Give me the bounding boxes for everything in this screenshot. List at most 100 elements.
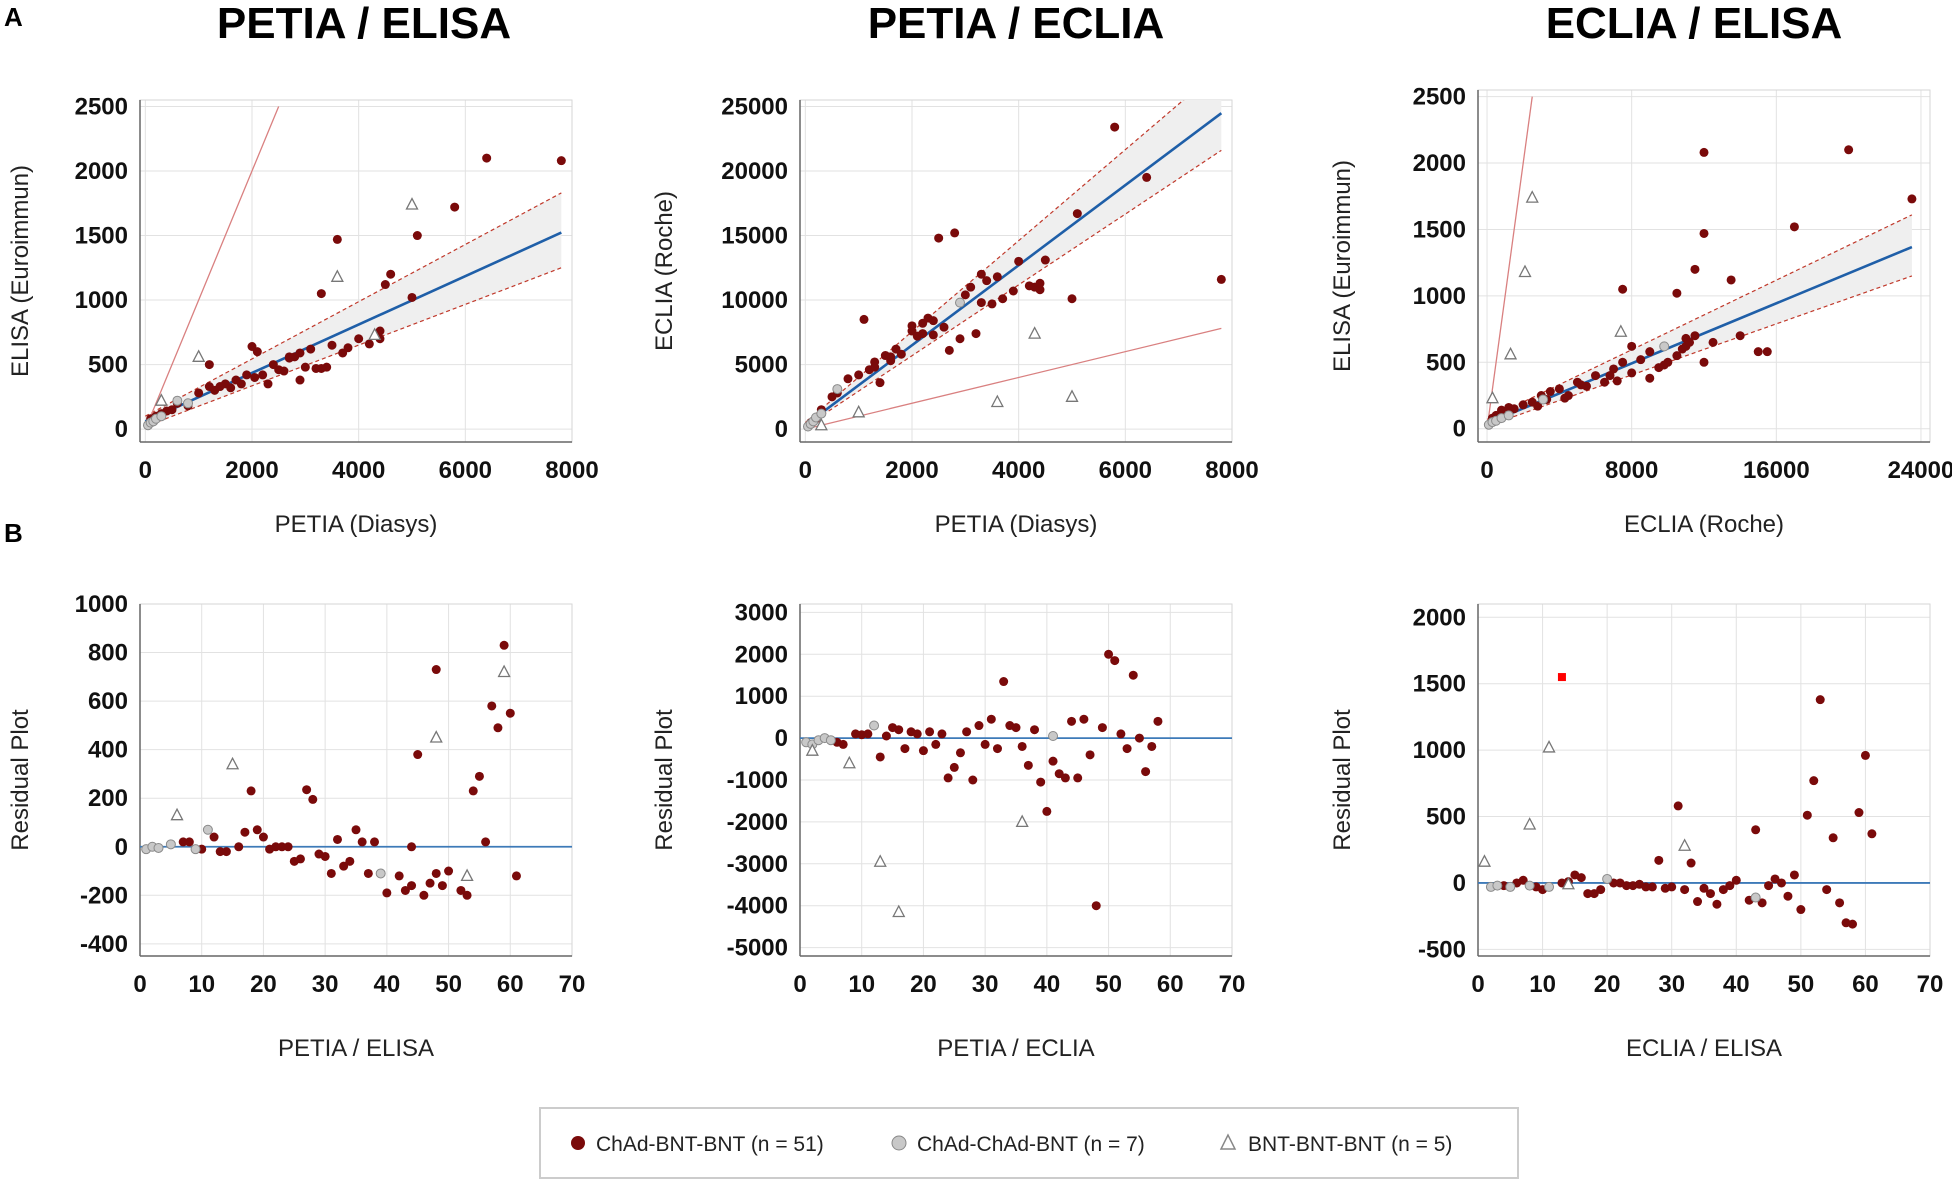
y-tick-label: -200 — [80, 882, 128, 909]
point-chad-bnt-bnt — [955, 334, 965, 344]
x-tick-label: 0 — [799, 457, 812, 484]
chart-eclia-elisa-residual: 0 10 20 30 40 50 60 70-5000500100015002000ECLIA… — [1329, 603, 1943, 1062]
x-tick-label: 20 — [1594, 971, 1621, 998]
point-chad-bnt-bnt — [482, 153, 492, 163]
y-tick-label: 0 — [775, 416, 788, 443]
point-bnt-bnt-bnt — [852, 404, 866, 418]
x-tick-label: 30 — [972, 971, 999, 998]
y-tick-label: 1000 — [75, 591, 128, 618]
point-bnt-bnt-bnt — [460, 868, 474, 882]
point-chad-bnt-bnt — [1677, 344, 1687, 354]
point-chad-bnt-bnt — [1073, 773, 1083, 783]
point-chad-bnt-bnt — [881, 731, 891, 741]
point-chad-bnt-bnt — [1141, 767, 1151, 777]
point-chad-bnt-bnt — [1636, 355, 1646, 365]
point-chad-chad-bnt — [165, 839, 176, 850]
point-chad-bnt-bnt — [1035, 278, 1045, 288]
point-chad-chad-bnt — [825, 735, 836, 746]
y-axis-label: Residual Plot — [7, 709, 34, 851]
point-chad-bnt-bnt — [976, 269, 986, 279]
point-chad-bnt-bnt — [944, 345, 954, 355]
point-bnt-bnt-bnt — [1561, 876, 1575, 890]
plot-area — [800, 649, 1232, 918]
point-chad-chad-bnt — [1544, 881, 1555, 892]
regression-line — [804, 112, 1223, 427]
point-chad-bnt-bnt — [1153, 716, 1163, 726]
y-axis-label: Residual Plot — [651, 709, 678, 851]
point-chad-bnt-bnt — [1907, 194, 1917, 204]
point-chad-bnt-bnt — [215, 847, 225, 857]
point-chad-bnt-bnt — [300, 362, 310, 372]
point-chad-bnt-bnt — [1589, 889, 1599, 899]
point-chad-bnt-bnt — [843, 374, 853, 384]
y-tick-label: 2000 — [1413, 150, 1466, 177]
point-chad-bnt-bnt — [1560, 393, 1570, 403]
panel-label-a: A — [4, 2, 23, 32]
x-tick-label: 16000 — [1743, 457, 1810, 484]
point-chad-bnt-bnt — [1705, 889, 1715, 899]
point-chad-bnt-bnt — [1844, 145, 1854, 155]
point-chad-bnt-bnt — [1672, 351, 1682, 361]
x-tick-label: 30 — [1658, 971, 1685, 998]
point-chad-bnt-bnt — [976, 298, 986, 308]
point-chad-bnt-bnt — [1600, 377, 1610, 387]
point-chad-bnt-bnt — [960, 290, 970, 300]
x-tick-label: 0 — [139, 457, 152, 484]
x-tick-label: 6000 — [1099, 457, 1152, 484]
point-bnt-bnt-bnt — [814, 417, 828, 431]
point-chad-bnt-bnt — [1116, 729, 1126, 739]
point-chad-bnt-bnt — [184, 837, 194, 847]
y-tick-label: 500 — [88, 352, 128, 379]
point-chad-bnt-bnt — [437, 881, 447, 891]
point-chad-bnt-bnt — [934, 233, 944, 243]
point-chad-bnt-bnt — [1085, 750, 1095, 760]
point-chad-chad-bnt — [869, 720, 880, 731]
point-chad-bnt-bnt — [431, 665, 441, 675]
point-chad-chad-bnt — [1602, 873, 1613, 884]
x-tick-label: 20 — [910, 971, 937, 998]
point-chad-bnt-bnt — [339, 861, 349, 871]
point-chad-bnt-bnt — [252, 347, 262, 357]
point-chad-bnt-bnt — [1822, 885, 1832, 895]
y-tick-label: 600 — [88, 688, 128, 715]
y-tick-label: 0 — [115, 416, 128, 443]
y-tick-label: -400 — [80, 931, 128, 958]
point-chad-bnt-bnt — [1591, 371, 1601, 381]
point-chad-bnt-bnt — [1067, 294, 1077, 304]
legend-label-bnt-bnt-bnt: BNT-BNT-BNT (n = 5) — [1248, 1133, 1452, 1156]
point-chad-bnt-bnt — [444, 866, 454, 876]
identity-line — [1486, 96, 1533, 429]
point-chad-bnt-bnt — [487, 701, 497, 711]
point-chad-bnt-bnt — [1860, 750, 1870, 760]
point-bnt-bnt-bnt — [1542, 740, 1556, 753]
point-chad-bnt-bnt — [462, 890, 472, 900]
point-chad-bnt-bnt — [1726, 275, 1736, 285]
point-chad-bnt-bnt — [456, 885, 466, 895]
point-chad-bnt-bnt — [1854, 808, 1864, 818]
point-chad-bnt-bnt — [1757, 898, 1767, 908]
point-chad-bnt-bnt — [900, 744, 910, 754]
point-chad-bnt-bnt — [931, 739, 941, 749]
legend-marker-chad-chad-bnt — [891, 1135, 907, 1151]
point-bnt-bnt-bnt — [405, 197, 419, 210]
identity-line — [144, 106, 280, 430]
point-chad-bnt-bnt — [178, 837, 188, 847]
y-tick-label: 20000 — [721, 158, 788, 185]
point-bnt-bnt-bnt — [1478, 854, 1492, 867]
point-chad-chad-bnt — [190, 844, 201, 855]
y-axis-label: ELISA (Euroimmun) — [1329, 160, 1356, 372]
point-chad-bnt-bnt — [556, 156, 566, 166]
point-chad-bnt-bnt — [1128, 670, 1138, 680]
point-chad-bnt-bnt — [1622, 881, 1632, 891]
point-chad-bnt-bnt — [258, 370, 268, 380]
point-chad-bnt-bnt — [1645, 347, 1655, 357]
x-tick-label: 40 — [374, 971, 401, 998]
y-tick-label: 5000 — [735, 352, 788, 379]
point-chad-bnt-bnt — [1017, 741, 1027, 751]
point-chad-bnt-bnt — [1659, 360, 1669, 370]
point-chad-bnt-bnt — [242, 370, 252, 380]
point-chad-bnt-bnt — [980, 739, 990, 749]
point-chad-bnt-bnt — [407, 292, 417, 302]
point-chad-bnt-bnt — [1533, 401, 1543, 411]
point-chad-bnt-bnt — [1867, 829, 1877, 839]
